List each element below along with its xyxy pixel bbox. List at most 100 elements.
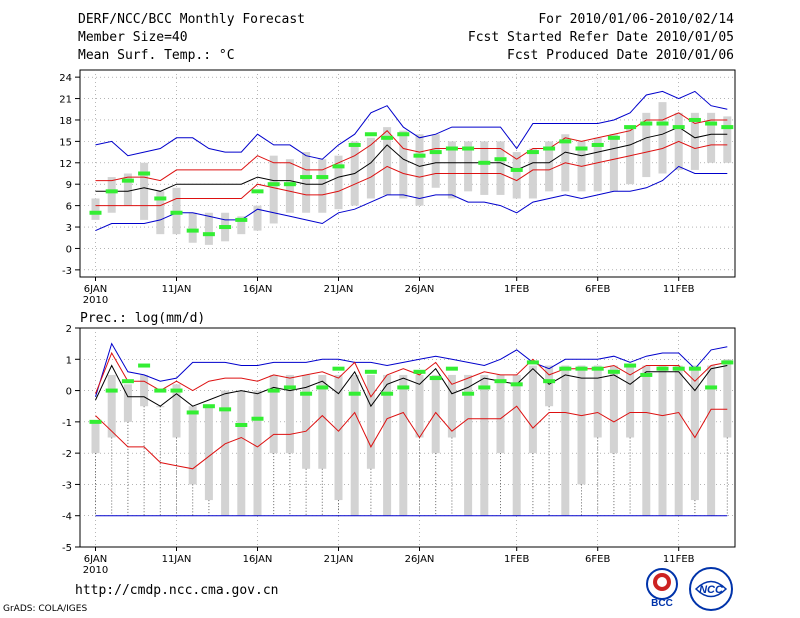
precipitation-box (561, 365, 570, 516)
precipitation-observed-marker (348, 391, 361, 396)
precipitation-box (269, 374, 278, 454)
temperature-observed-marker (267, 182, 280, 187)
precipitation-observed-marker (267, 388, 280, 393)
temperature-observed-marker (170, 210, 183, 215)
temperature-observed-marker (121, 178, 134, 183)
temperature-observed-marker (445, 146, 458, 151)
temperature-box (366, 137, 375, 199)
temperature-box (334, 155, 343, 210)
precipitation-xtick-label: 11JAN (162, 554, 192, 565)
temperature-observed-marker (364, 132, 377, 137)
precipitation-xtick-label: 16JAN (243, 554, 273, 565)
temperature-observed-marker (154, 196, 167, 201)
precipitation-box (464, 374, 473, 516)
temperature-box (140, 162, 149, 220)
temperature-box (318, 159, 327, 213)
precipitation-observed-marker (575, 366, 588, 371)
precipitation-ytick-label: 0 (66, 387, 72, 398)
temperature-xtick-label: 6FEB (585, 284, 610, 295)
temperature-ytick-label: 15 (59, 137, 72, 148)
temperature-observed-marker (138, 171, 151, 176)
precipitation-observed-marker (154, 388, 167, 393)
precipitation-box (302, 374, 311, 469)
precipitation-box (366, 374, 375, 469)
precipitation-observed-marker (316, 385, 329, 390)
precipitation-observed-marker (688, 366, 701, 371)
precipitation-observed-marker (705, 385, 718, 390)
precipitation-ytick-label: 1 (66, 355, 72, 366)
precipitation-xtick-label: 6FEB (585, 554, 610, 565)
precipitation-observed-marker (591, 366, 604, 371)
precipitation-box (545, 365, 554, 407)
member-size-label: Member Size=40 (78, 30, 188, 45)
precipitation-box (318, 374, 327, 469)
precipitation-ytick-label: 2 (66, 324, 72, 335)
temperature-min-line (95, 165, 728, 232)
temperature-observed-marker (348, 142, 361, 147)
temperature-xtick-label: 26JAN (405, 284, 435, 295)
precipitation-box (204, 406, 213, 501)
ncc-logo: NCC (689, 567, 733, 611)
precipitation-xtick-label: 21JAN (324, 554, 354, 565)
precipitation-observed-marker (607, 369, 620, 374)
temperature-frame (79, 69, 736, 278)
temperature-box (464, 141, 473, 192)
temperature-observed-marker (721, 125, 734, 130)
temperature-box (415, 134, 424, 206)
temperature-ytick-label: 0 (66, 244, 72, 255)
temperature-observed-marker (251, 189, 264, 194)
precipitation-box (415, 374, 424, 438)
temperature-box (269, 155, 278, 224)
precipitation-box (383, 374, 392, 516)
temperature-box (399, 130, 408, 199)
precipitation-box (496, 374, 505, 454)
temperature-observed-marker (688, 117, 701, 122)
precipitation-median-line (95, 364, 728, 408)
precipitation-observed-marker (251, 416, 264, 421)
precipitation-box (577, 365, 586, 485)
precipitation-box (528, 365, 537, 454)
temperature-ytick-label: 24 (59, 73, 72, 84)
precipitation-box (237, 390, 246, 516)
temperature-box (237, 216, 246, 235)
temperature-observed-marker (510, 167, 523, 172)
temperature-observed-marker (332, 164, 345, 169)
temperature-box (707, 112, 716, 163)
precipitation-observed-marker (89, 419, 102, 424)
temperature-ytick-label: -3 (62, 266, 72, 277)
forecast-period: For 2010/01/06-2010/02/14 (538, 12, 734, 27)
precipitation-observed-marker (202, 404, 215, 409)
temperature-box (383, 127, 392, 195)
ncc-logo-text: NCC (699, 584, 724, 596)
temperature-ytick-label: 18 (59, 116, 72, 127)
precipitation-observed-marker (300, 391, 313, 396)
precipitation-box (609, 365, 618, 454)
temperature-observed-marker (186, 228, 199, 233)
precipitation-observed-marker (640, 372, 653, 377)
temperature-observed-marker (283, 182, 296, 187)
temperature-ytick-label: 9 (66, 180, 72, 191)
grads-credit: GrADS: COLA/IGES (3, 604, 88, 614)
temperature-observed-marker (202, 232, 215, 237)
temperature-observed-marker (316, 175, 329, 180)
bcc-logo-text: BCC (651, 598, 673, 608)
precipitation-xtick-label: 6JAN (84, 554, 107, 565)
temperature-box (723, 116, 732, 163)
temperature-box (91, 198, 100, 220)
precipitation-sd-low-line (95, 405, 728, 470)
temperature-observed-marker (640, 121, 653, 126)
temperature-box (528, 148, 537, 199)
temperature-sd-low-line (95, 140, 728, 207)
temperature-observed-marker (478, 160, 491, 165)
precipitation-box (221, 390, 230, 516)
temperature-observed-marker (705, 121, 718, 126)
precipitation-frame (79, 327, 736, 548)
temperature-ytick-label: 12 (59, 159, 72, 170)
temperature-box (609, 134, 618, 192)
footer-url[interactable]: http://cmdp.ncc.cma.gov.cn (75, 583, 279, 598)
precipitation-ytick-label: -2 (62, 449, 72, 460)
forecast-produced-date: Fcst Produced Date 2010/01/06 (507, 48, 734, 63)
temperature-box (188, 212, 197, 243)
precipitation-observed-marker (462, 391, 475, 396)
